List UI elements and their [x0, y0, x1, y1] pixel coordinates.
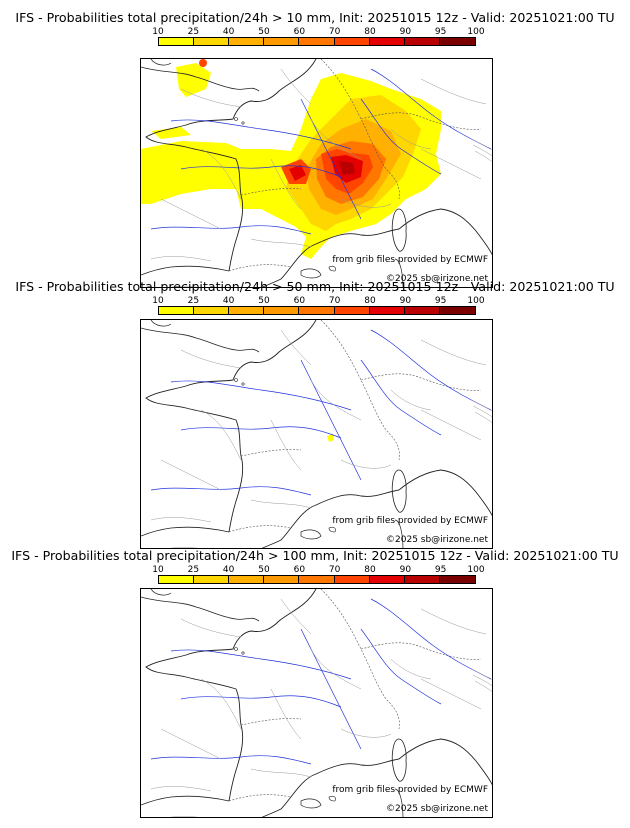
- colorbar-tick-label: 80: [364, 565, 376, 575]
- precip-map-svg: [141, 320, 492, 548]
- credit-author: ©2025 sb@irizone.net: [386, 274, 488, 284]
- colorbar-tick-label: 60: [293, 565, 306, 575]
- colorbar-tick-label: 60: [293, 296, 306, 306]
- colorbar-tick-label: 10: [152, 565, 164, 575]
- colorbar-tick-label: 40: [222, 296, 235, 306]
- colorbar-swatch: [439, 38, 475, 45]
- credit-ecmwf: from grib files provided by ECMWF: [332, 255, 488, 265]
- colorbar-tick-label: 100: [467, 296, 485, 306]
- red-zone-west: [289, 165, 306, 181]
- map-panel-10mm: IFS - Probabilities total precipitation/…: [0, 10, 630, 288]
- colorbar-swatch: [159, 576, 195, 583]
- colorbar-tick-label: 70: [328, 296, 341, 306]
- colorbar-ticks: 10 25 40 50 60 70 80 90 95 100: [152, 565, 484, 575]
- colorbar-swatch: [299, 576, 335, 583]
- colorbar-swatch: [299, 38, 335, 45]
- colorbar-swatch: [369, 307, 405, 314]
- deep-red-zone: [339, 161, 355, 175]
- colorbar-swatch: [404, 38, 440, 45]
- colorbar-ticks: 10 25 40 50 60 70 80 90 95 100: [152, 27, 484, 37]
- credit-author: ©2025 sb@irizone.net: [386, 535, 488, 545]
- colorbar-swatch: [369, 576, 405, 583]
- colorbar-swatch: [404, 576, 440, 583]
- colorbar-tick-label: 90: [399, 296, 412, 306]
- colorbar-tick-label: 70: [328, 565, 341, 575]
- map-area: from grib files provided by ECMWF ©2025 …: [140, 588, 493, 818]
- panel-title: IFS - Probabilities total precipitation/…: [11, 548, 619, 563]
- precip-map-svg: [141, 589, 492, 817]
- colorbar-tick-label: 90: [399, 27, 412, 37]
- colorbar-tick-label: 25: [187, 27, 200, 37]
- colorbar-swatch: [159, 38, 195, 45]
- colorbar-swatch: [229, 38, 265, 45]
- colorbar-swatch: [229, 307, 265, 314]
- yellow-spot: [327, 434, 334, 442]
- colorbar-swatch: [264, 38, 300, 45]
- colorbar-swatch: [299, 307, 335, 314]
- colorbar-tick-label: 50: [258, 296, 270, 306]
- map-panel-100mm: IFS - Probabilities total precipitation/…: [0, 548, 630, 818]
- colorbar: 10 25 40 50 60 70 80 90 95 100: [152, 27, 485, 53]
- credit-ecmwf: from grib files provided by ECMWF: [332, 785, 488, 795]
- colorbar-tick-label: 10: [152, 296, 164, 306]
- colorbar-tick-label: 70: [328, 27, 341, 37]
- colorbar-boxes: [158, 575, 476, 584]
- colorbar-tick-label: 80: [364, 296, 376, 306]
- colorbar-swatch: [369, 38, 405, 45]
- colorbar-tick-label: 25: [187, 296, 200, 306]
- colorbar-swatch: [159, 307, 195, 314]
- colorbar: 10 25 40 50 60 70 80 90 95 100: [152, 296, 485, 322]
- credit-ecmwf: from grib files provided by ECMWF: [332, 516, 488, 526]
- colorbar-boxes: [158, 37, 476, 46]
- colorbar-swatch: [334, 38, 370, 45]
- colorbar-tick-label: 40: [222, 565, 235, 575]
- colorbar-tick-label: 100: [467, 565, 485, 575]
- colorbar-tick-label: 95: [434, 296, 447, 306]
- map-area: from grib files provided by ECMWF ©2025 …: [140, 58, 493, 288]
- map-area: from grib files provided by ECMWF ©2025 …: [140, 319, 493, 549]
- colorbar-swatch: [404, 307, 440, 314]
- colorbar-tick-label: 10: [152, 27, 164, 37]
- colorbar-tick-label: 95: [434, 27, 447, 37]
- colorbar-swatch: [334, 307, 370, 314]
- colorbar-tick-label: 60: [293, 27, 306, 37]
- colorbar-tick-label: 25: [187, 565, 200, 575]
- precip-map-svg: [141, 59, 492, 287]
- red-spot-uk: [199, 59, 207, 67]
- colorbar-tick-label: 100: [467, 27, 485, 37]
- colorbar-ticks: 10 25 40 50 60 70 80 90 95 100: [152, 296, 484, 306]
- map-panel-50mm: IFS - Probabilities total precipitation/…: [0, 279, 630, 549]
- colorbar-swatch: [194, 576, 230, 583]
- colorbar-tick-label: 80: [364, 27, 376, 37]
- yellow-zone-atlantic: [151, 127, 191, 139]
- panel-title: IFS - Probabilities total precipitation/…: [15, 279, 615, 294]
- precip-shading: [327, 434, 334, 442]
- colorbar-swatch: [439, 576, 475, 583]
- colorbar-swatch: [264, 307, 300, 314]
- colorbar-tick-label: 50: [258, 565, 270, 575]
- colorbar-swatch: [194, 38, 230, 45]
- colorbar: 10 25 40 50 60 70 80 90 95 100: [152, 565, 485, 591]
- colorbar-boxes: [158, 306, 476, 315]
- colorbar-swatch: [334, 576, 370, 583]
- colorbar-swatch: [264, 576, 300, 583]
- yellow-zone-uk: [176, 63, 211, 97]
- panel-title: IFS - Probabilities total precipitation/…: [15, 10, 615, 25]
- colorbar-swatch: [229, 576, 265, 583]
- colorbar-tick-label: 90: [399, 565, 412, 575]
- colorbar-tick-label: 40: [222, 27, 235, 37]
- colorbar-swatch: [194, 307, 230, 314]
- colorbar-tick-label: 95: [434, 565, 447, 575]
- colorbar-tick-label: 50: [258, 27, 270, 37]
- colorbar-swatch: [439, 307, 475, 314]
- credit-author: ©2025 sb@irizone.net: [386, 804, 488, 814]
